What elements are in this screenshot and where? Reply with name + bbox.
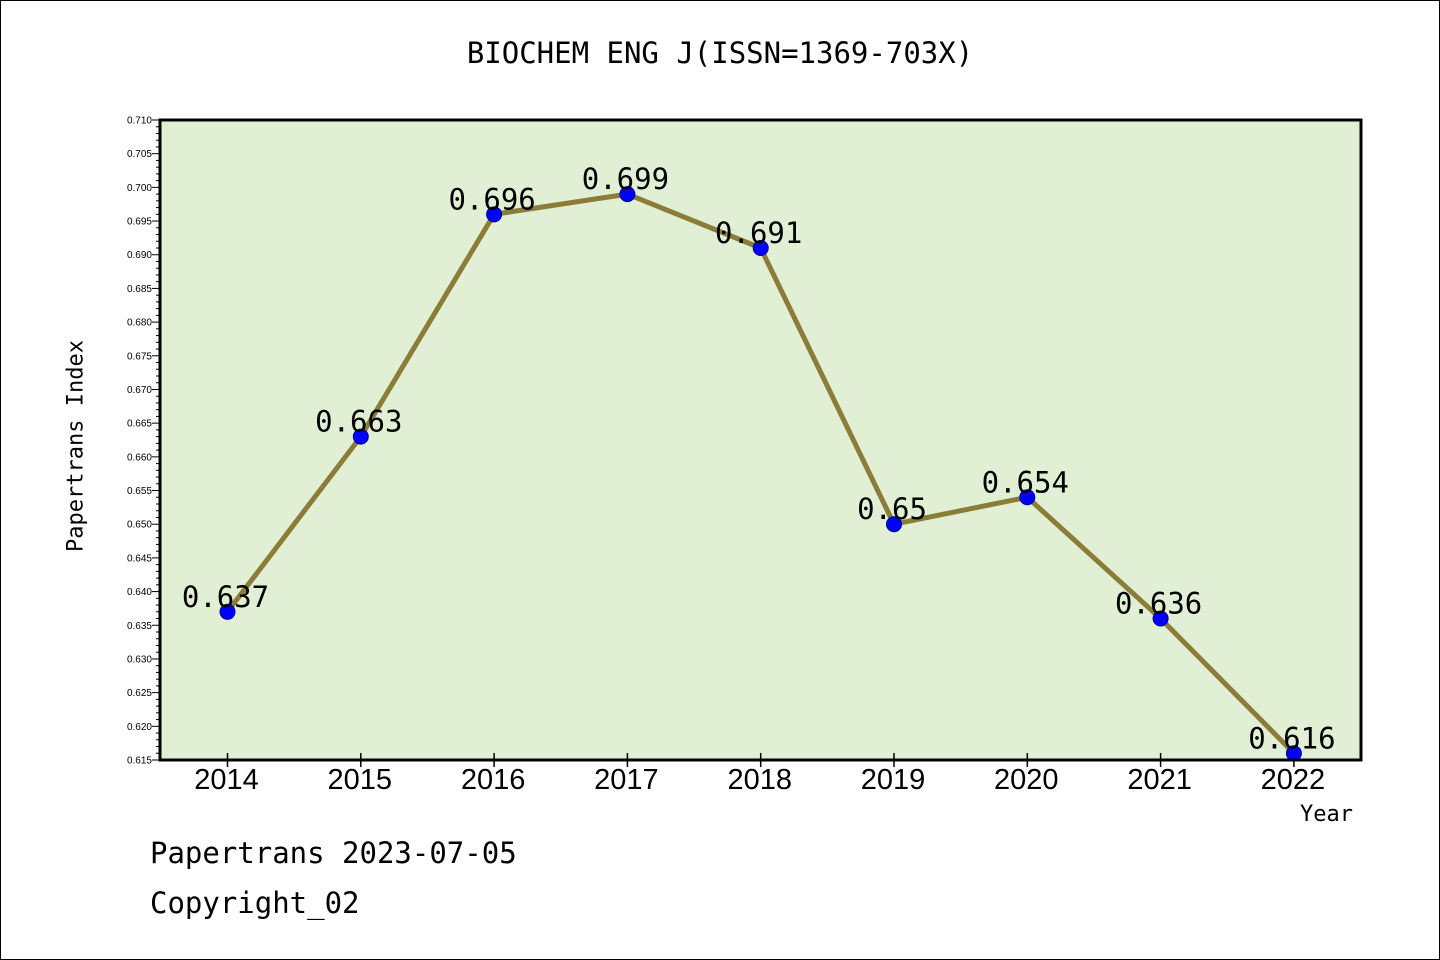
footer-date-text: Papertrans 2023-07-05 — [150, 836, 517, 870]
plot-border — [158, 118, 1363, 762]
y-tick-label: 0.625 — [127, 688, 152, 699]
y-tick-label: 0.630 — [127, 654, 152, 665]
x-axis-label: Year — [1300, 802, 1353, 827]
data-point — [886, 516, 902, 533]
y-tick-label: 0.620 — [127, 722, 152, 733]
y-tick-label: 0.670 — [127, 385, 152, 396]
y-tick-label: 0.690 — [127, 250, 152, 261]
y-tick-label: 0.705 — [127, 149, 152, 160]
x-tick-label: 2016 — [461, 764, 526, 796]
data-label: 0.637 — [182, 580, 269, 614]
data-label: 0.65 — [857, 492, 927, 526]
y-tick-label: 0.710 — [127, 116, 152, 127]
y-axis-ticks: 0.615 0.620 0.625 0.630 0.635 0.640 0.645 0.650… — [127, 116, 160, 767]
y-tick-label: 0.640 — [127, 587, 152, 598]
x-tick-label: 2022 — [1261, 764, 1326, 796]
x-axis-ticks: 2014 2015 2016 2017 2018 2019 2020 2021 2022 — [194, 753, 1325, 796]
y-tick-label: 0.700 — [127, 183, 152, 194]
data-label: 0.691 — [715, 216, 802, 250]
data-label: 0.654 — [982, 465, 1069, 499]
x-tick-label: 2020 — [994, 764, 1059, 796]
y-tick-label: 0.655 — [127, 486, 152, 497]
x-tick-label: 2018 — [727, 764, 792, 796]
y-tick-label: 0.615 — [127, 756, 152, 767]
x-tick-label: 2014 — [194, 764, 259, 796]
data-label: 0.696 — [448, 182, 535, 216]
data-point — [1019, 489, 1036, 506]
y-tick-label: 0.650 — [127, 520, 152, 531]
data-point — [219, 603, 236, 620]
y-tick-label: 0.675 — [127, 351, 152, 362]
data-point — [352, 428, 369, 445]
y-tick-label: 0.685 — [127, 284, 152, 295]
data-point — [1152, 610, 1169, 627]
x-tick-label: 2019 — [861, 764, 926, 796]
y-tick-label: 0.635 — [127, 621, 152, 632]
footer-copyright-text: Copyright_02 — [150, 886, 360, 920]
y-tick-label: 0.645 — [127, 553, 152, 564]
data-label: 0.663 — [315, 405, 402, 439]
y-tick-label: 0.680 — [127, 318, 152, 329]
chart-title: BIOCHEM ENG J(ISSN=1369-703X) — [466, 36, 974, 70]
x-tick-label: 2021 — [1127, 764, 1192, 796]
y-tick-label: 0.695 — [127, 217, 152, 228]
x-tick-label: 2017 — [594, 764, 659, 796]
data-label: 0.636 — [1115, 587, 1202, 621]
data-label: 0.699 — [582, 162, 669, 196]
data-label: 0.616 — [1248, 721, 1335, 755]
data-point — [619, 186, 636, 203]
y-tick-label: 0.660 — [127, 452, 152, 463]
series-layer: 0.637 0.663 0.696 0.699 0.691 0.65 0.654 0.636 0… — [182, 162, 1336, 762]
data-point — [752, 240, 769, 256]
x-tick-label: 2015 — [328, 764, 393, 796]
data-point — [486, 206, 503, 223]
y-tick-label: 0.665 — [127, 419, 152, 430]
